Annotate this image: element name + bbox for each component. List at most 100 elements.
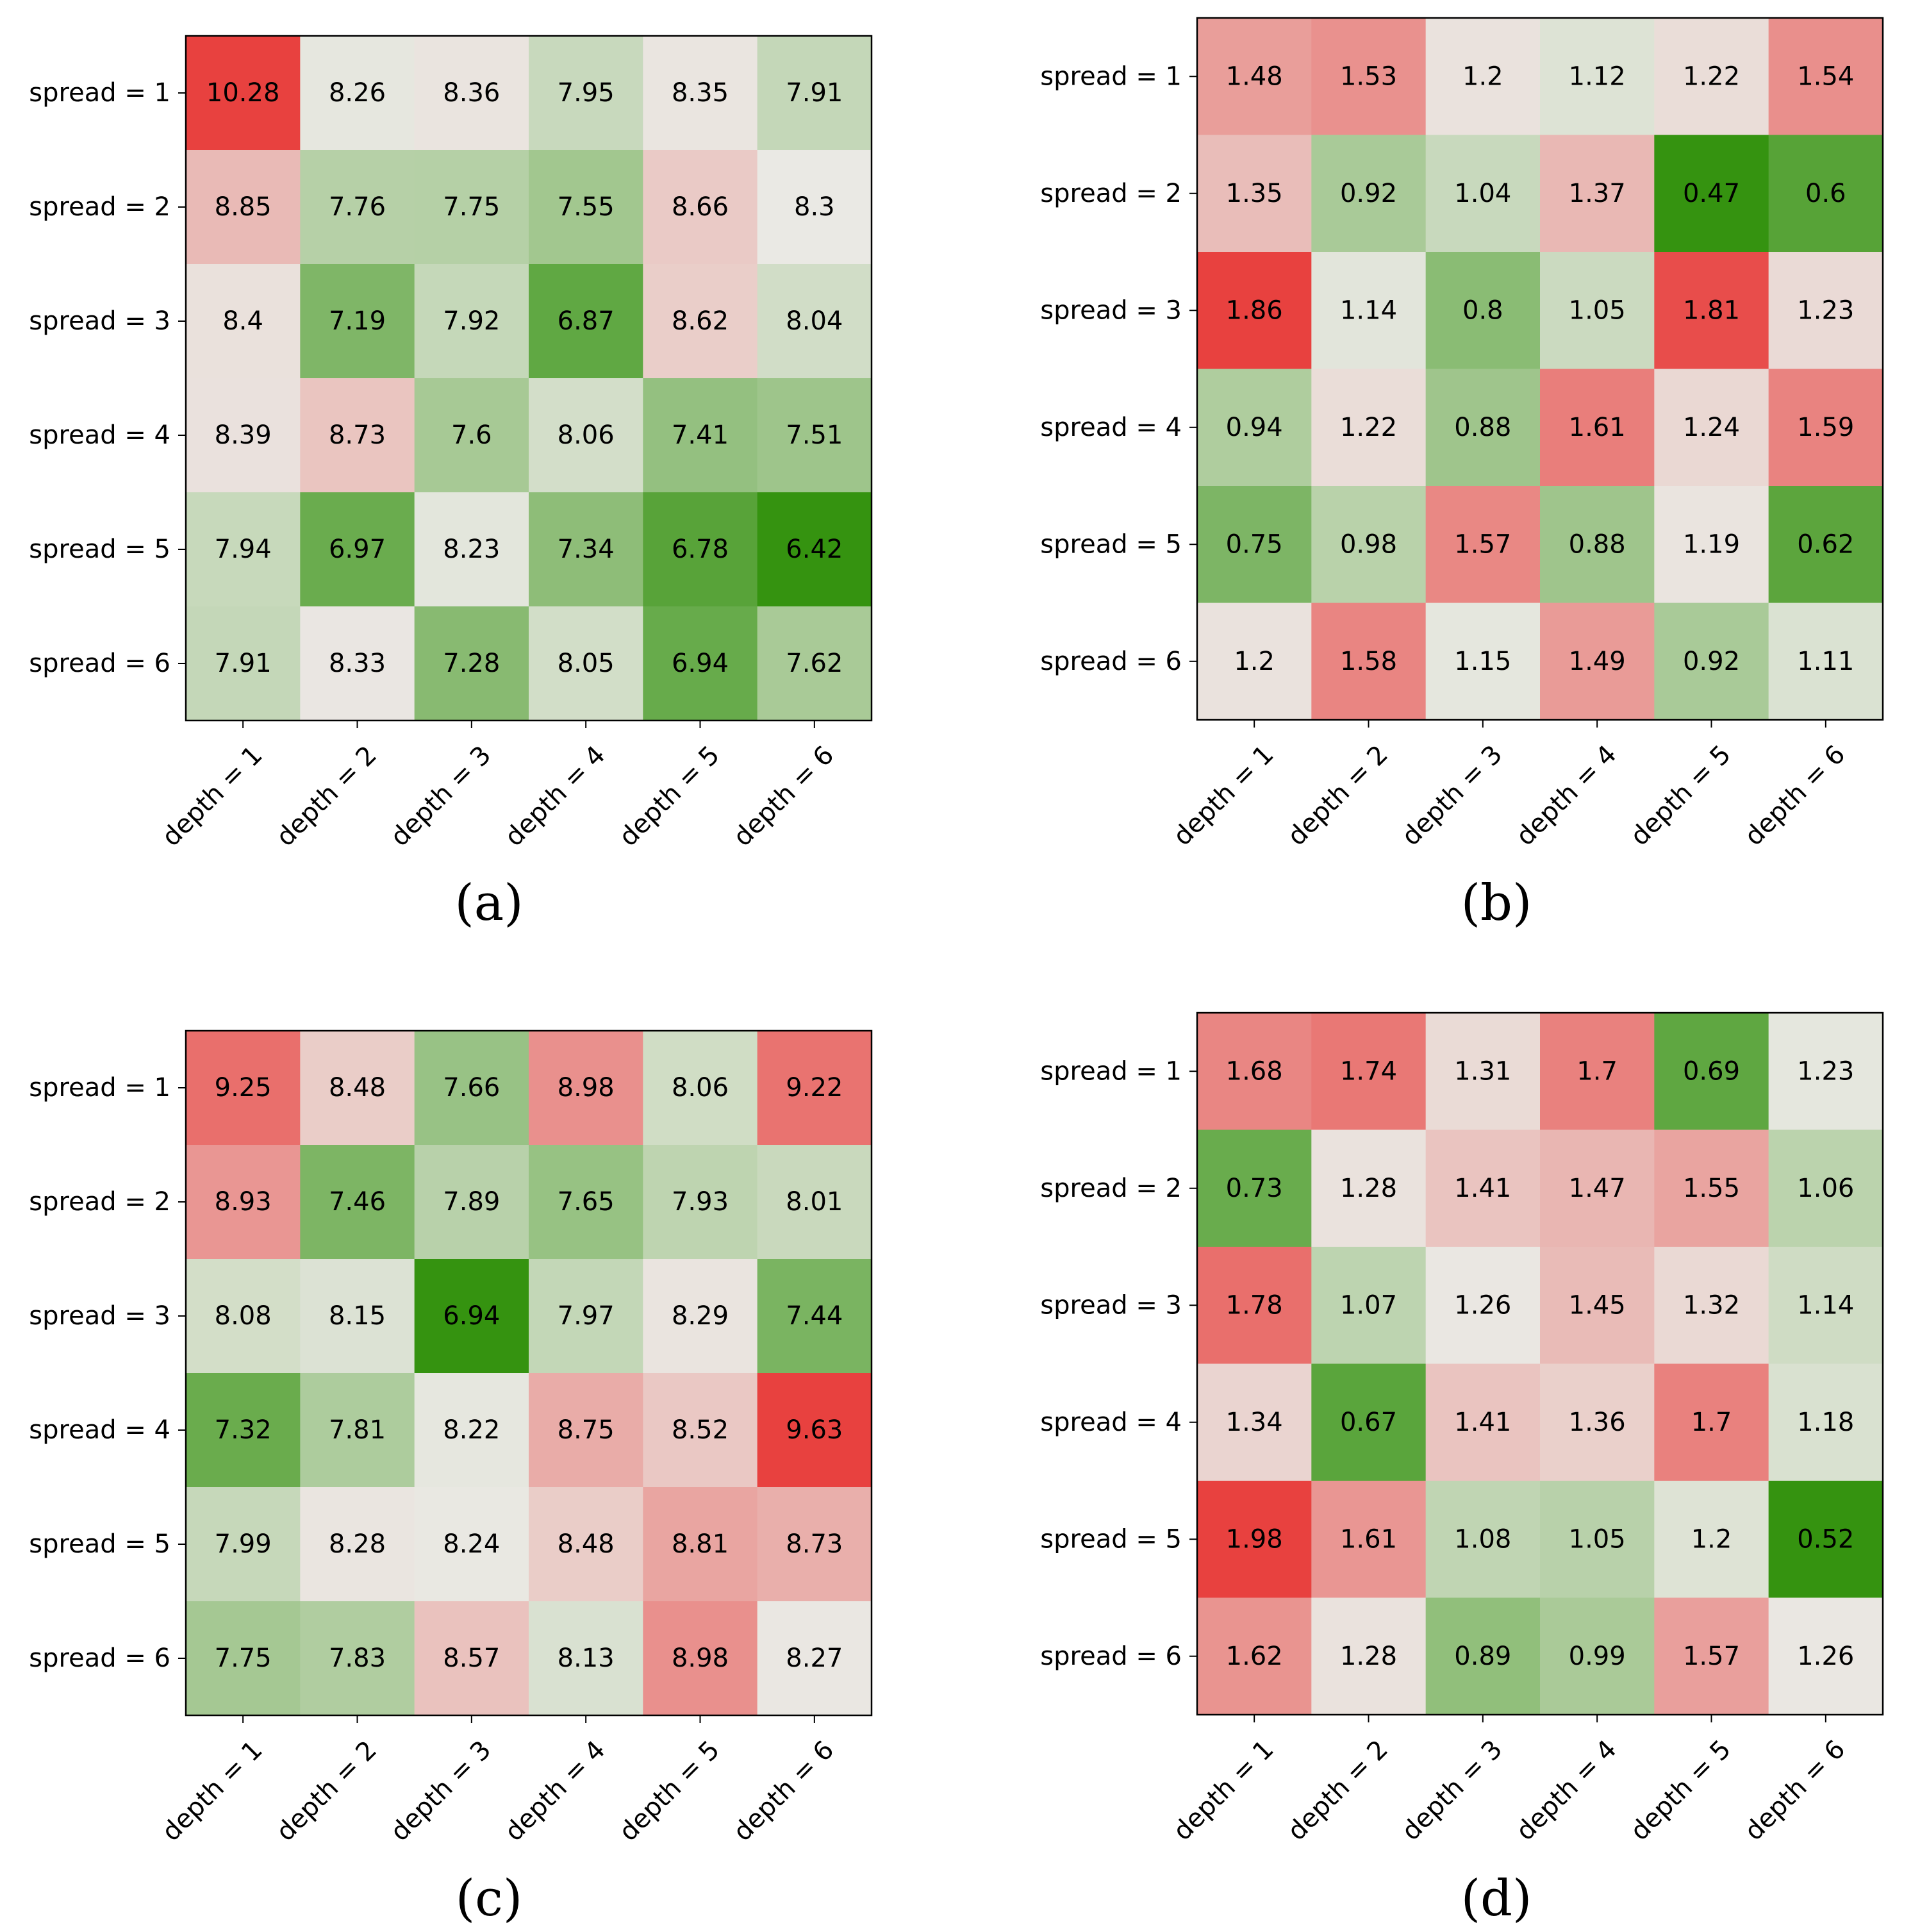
cell-value-label: 1.28: [1340, 1174, 1397, 1203]
cell-value-label: 7.65: [558, 1187, 615, 1217]
y-tick-label: spread = 5: [29, 535, 170, 564]
cell-value-label: 8.29: [672, 1301, 729, 1331]
heatmap-cell: [1768, 135, 1883, 253]
cell-value-label: 1.7: [1691, 1408, 1732, 1437]
cell-value-label: 8.13: [558, 1644, 615, 1673]
cell-value-label: 7.83: [329, 1644, 386, 1673]
heatmap-cell: [1654, 18, 1769, 136]
cell-value-label: 8.36: [443, 78, 500, 108]
cell-value-label: 1.31: [1454, 1056, 1511, 1086]
cell-value-label: 0.92: [1683, 647, 1740, 676]
cell-value-label: 6.94: [672, 649, 729, 678]
cell-value-label: 8.57: [443, 1644, 500, 1673]
heatmap-cell: [757, 1259, 872, 1374]
heatmap-cell: [643, 36, 758, 151]
x-tick-label: depth = 2: [1282, 740, 1394, 852]
cell-value-label: 8.93: [215, 1187, 272, 1217]
y-tick-label: spread = 1: [29, 78, 170, 108]
heatmap-cell: [757, 606, 872, 721]
heatmap-cell: [529, 150, 643, 265]
heatmap-cell: [1768, 1363, 1883, 1481]
heatmap-cell: [643, 1601, 758, 1716]
heatmap-cell: [1425, 486, 1541, 604]
heatmap-cell: [529, 1601, 643, 1716]
cell-value-label: 0.92: [1340, 179, 1397, 208]
heatmap-cell: [414, 36, 529, 151]
cell-value-label: 8.48: [329, 1073, 386, 1103]
heatmap-cell: [643, 1487, 758, 1602]
cell-value-label: 1.7: [1577, 1056, 1618, 1086]
heatmap-cell: [1425, 252, 1541, 370]
cell-value-label: 8.35: [672, 78, 729, 108]
heatmap-cell: [1197, 369, 1312, 487]
y-tick-label: spread = 1: [1040, 1056, 1182, 1086]
heatmap-cell: [1654, 1129, 1769, 1247]
heatmap-cell: [529, 1031, 643, 1145]
cell-value-label: 7.76: [329, 192, 386, 222]
cell-value-label: 8.73: [786, 1529, 843, 1559]
heatmap-cell: [414, 606, 529, 721]
cell-value-label: 7.32: [215, 1415, 272, 1445]
heatmap-cell: [1540, 135, 1655, 253]
plot-frame: [185, 35, 873, 722]
cell-value-label: 1.08: [1454, 1524, 1511, 1554]
cell-value-label: 1.34: [1226, 1408, 1283, 1437]
cell-value-label: 1.98: [1226, 1524, 1283, 1554]
heatmap-cell: [1197, 1597, 1312, 1715]
y-tick-label: spread = 2: [29, 1187, 170, 1217]
y-tick-label: spread = 6: [29, 649, 170, 678]
heatmap-cell: [1654, 252, 1769, 370]
cell-value-label: 0.89: [1454, 1642, 1511, 1671]
cell-value-label: 1.59: [1797, 413, 1854, 442]
cell-value-label: 7.28: [443, 649, 500, 678]
cell-value-label: 8.05: [558, 649, 615, 678]
heatmap-cell: [1425, 1597, 1541, 1715]
cell-value-label: 1.53: [1340, 62, 1397, 91]
cell-value-label: 7.51: [786, 421, 843, 450]
heatmap-cell: [414, 1145, 529, 1260]
y-tick-label: spread = 4: [29, 421, 170, 450]
cell-value-label: 1.24: [1683, 413, 1740, 442]
panel-caption: (a): [454, 874, 523, 932]
heatmap-cell: [186, 1601, 301, 1716]
heatmap-cell: [1425, 369, 1541, 487]
heatmap-cell: [1654, 1597, 1769, 1715]
cell-value-label: 1.23: [1797, 1056, 1854, 1086]
heatmap-cell: [1540, 1363, 1655, 1481]
cell-value-label: 1.41: [1454, 1174, 1511, 1203]
y-tick-label: spread = 6: [29, 1644, 170, 1673]
heatmap-cell: [414, 378, 529, 493]
plot-frame: [1196, 17, 1884, 721]
cell-value-label: 6.87: [558, 306, 615, 336]
cell-value-label: 8.04: [786, 306, 843, 336]
cell-value-label: 1.12: [1569, 62, 1626, 91]
x-tick-label: depth = 5: [613, 1735, 725, 1847]
x-tick-label: depth = 3: [385, 1735, 497, 1847]
cell-value-label: 1.35: [1226, 179, 1283, 208]
cell-value-label: 1.58: [1340, 647, 1397, 676]
heatmap-cell: [1311, 18, 1427, 136]
heatmap-cell: [1540, 1129, 1655, 1247]
heatmap-cell: [1311, 135, 1427, 253]
heatmap-cell: [1425, 1363, 1541, 1481]
cell-value-label: 8.01: [786, 1187, 843, 1217]
cell-value-label: 7.92: [443, 306, 500, 336]
cell-value-label: 6.94: [443, 1301, 500, 1331]
cell-value-label: 7.89: [443, 1187, 500, 1217]
cell-value-label: 9.22: [786, 1073, 843, 1103]
heatmap-cell: [1654, 486, 1769, 604]
cell-value-label: 1.05: [1569, 1524, 1626, 1554]
cell-value-label: 9.63: [786, 1415, 843, 1445]
cell-value-label: 1.55: [1683, 1174, 1740, 1203]
heatmap-cell: [414, 1373, 529, 1488]
cell-value-label: 0.6: [1805, 179, 1846, 208]
heatmap-cell: [1197, 1129, 1312, 1247]
y-tick-label: spread = 4: [1040, 1408, 1182, 1437]
x-tick-label: depth = 5: [1625, 740, 1737, 852]
y-tick-label: spread = 3: [1040, 1290, 1182, 1320]
y-tick-label: spread = 2: [1040, 1174, 1182, 1203]
y-tick-label: spread = 5: [29, 1529, 170, 1559]
cell-value-label: 1.36: [1569, 1408, 1626, 1437]
cell-value-label: 1.57: [1454, 529, 1511, 559]
heatmap-cell: [300, 264, 415, 379]
